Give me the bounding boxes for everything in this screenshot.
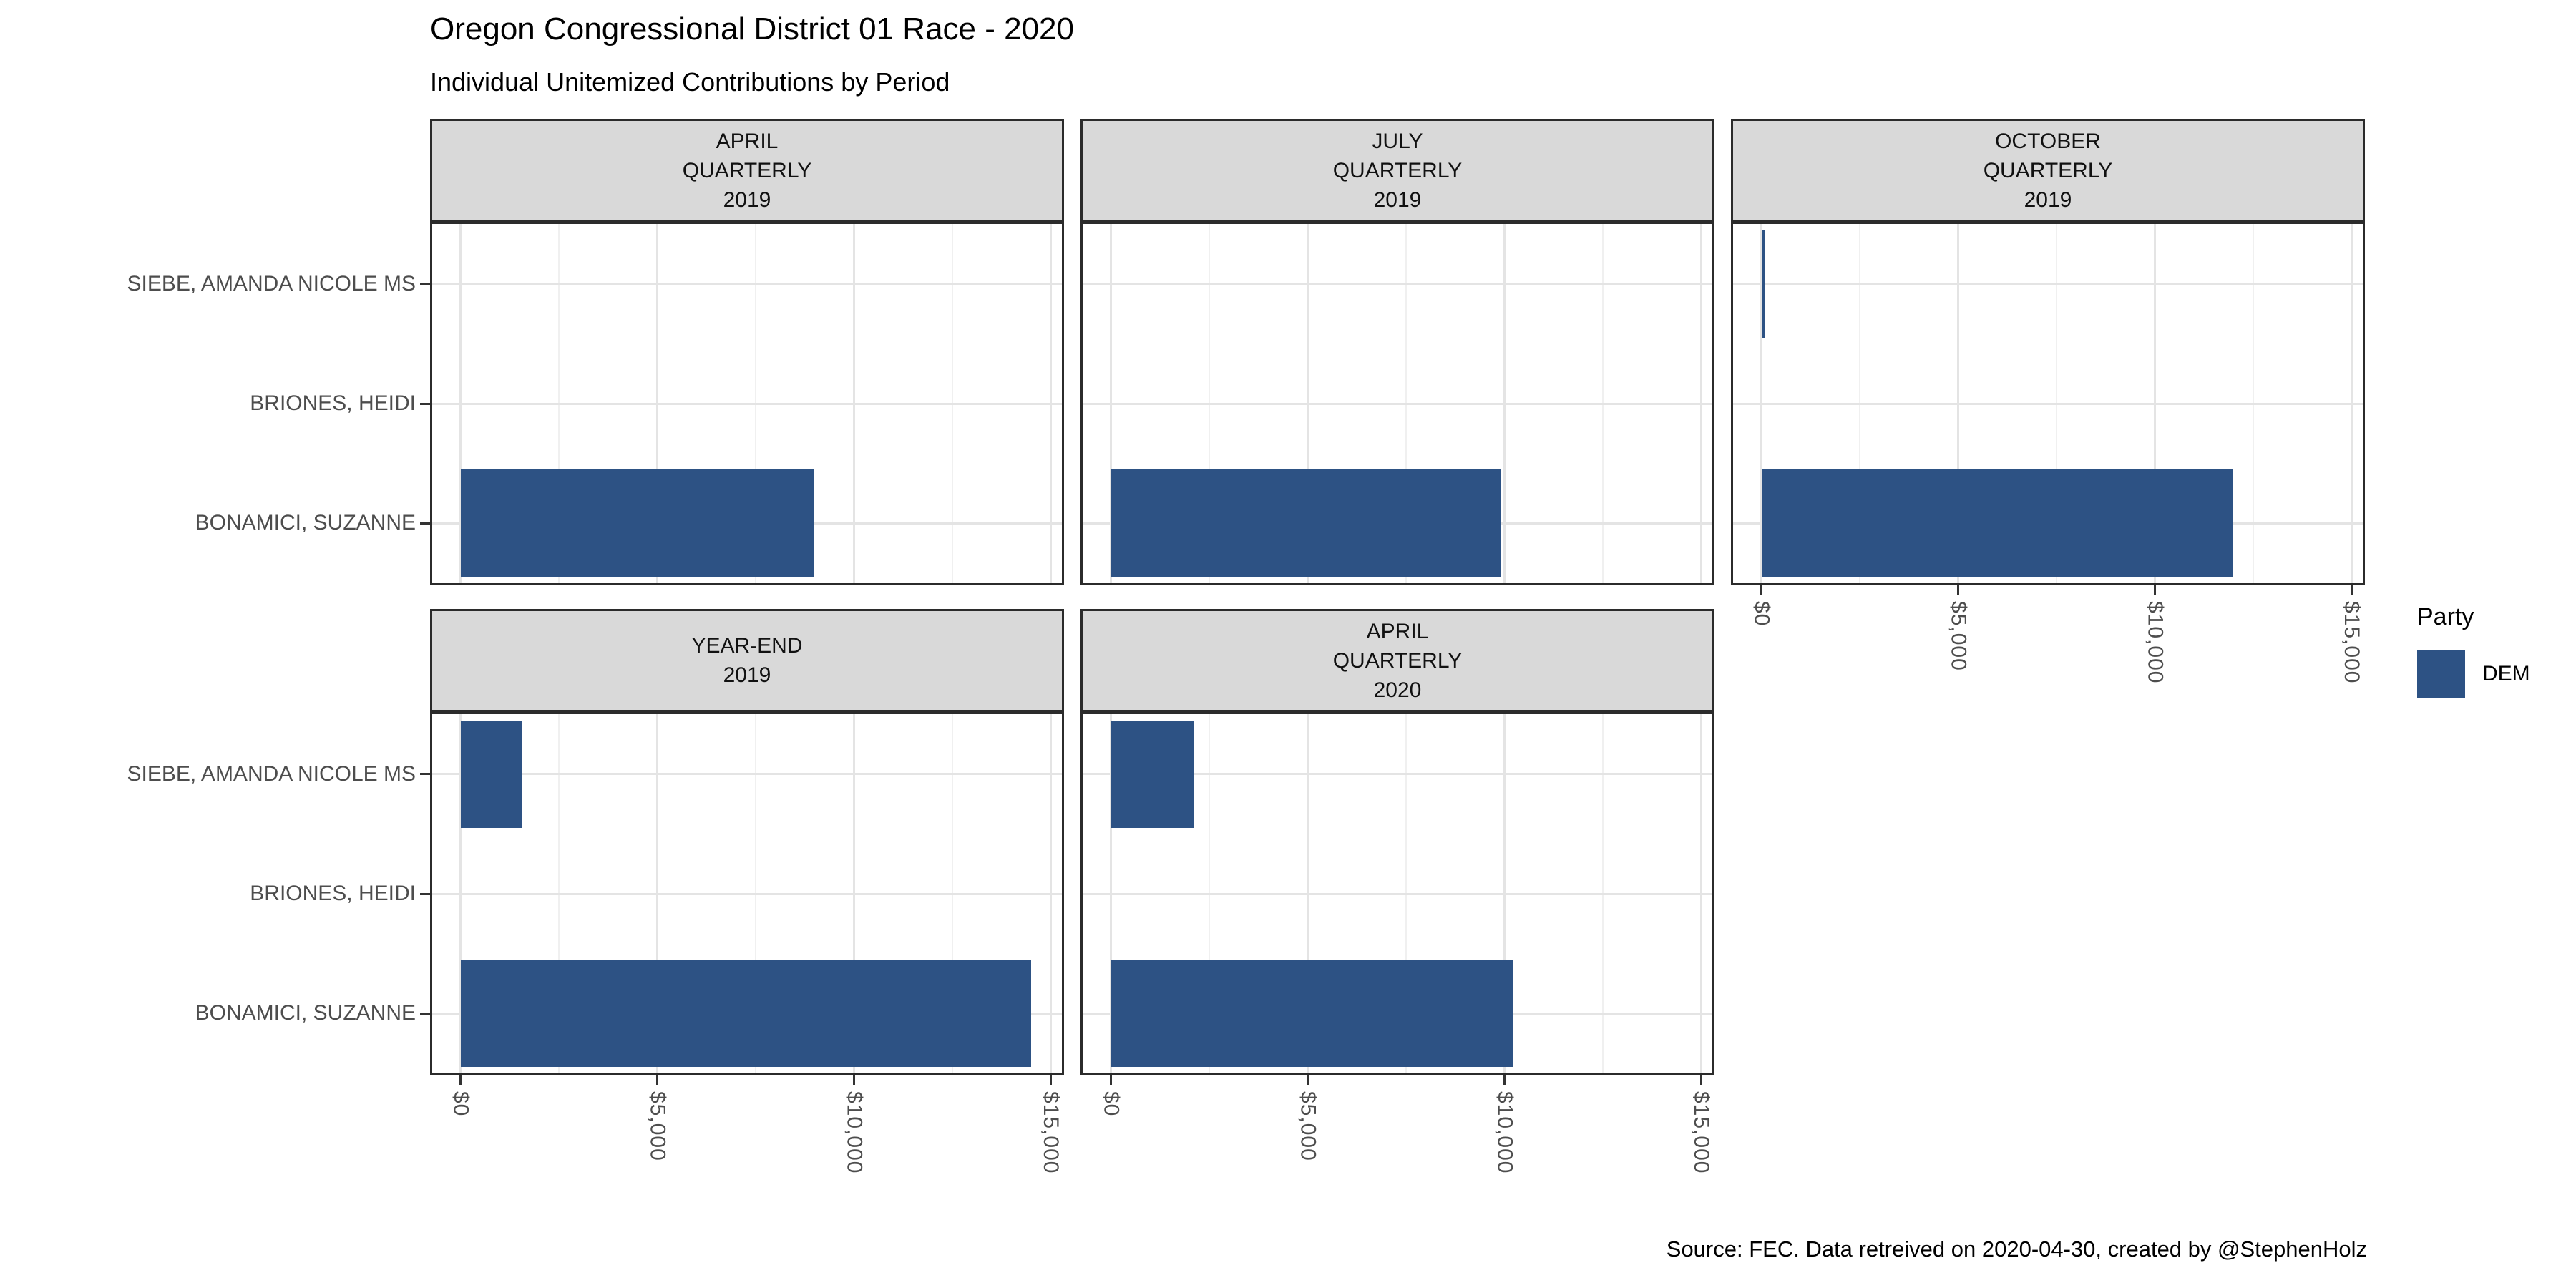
gridline-major — [1083, 773, 1712, 776]
legend-label: DEM — [2482, 661, 2530, 686]
x-axis-tick — [459, 1075, 462, 1085]
x-axis-tick-label: $5,000 — [1946, 601, 1971, 671]
facet-panel — [1080, 712, 1714, 1075]
facet-strip: APRIL QUARTERLY 2020 — [1080, 609, 1714, 712]
bar-siebe — [1111, 720, 1194, 828]
bar-bonamici — [1761, 469, 2234, 577]
bar-bonamici — [1111, 960, 1513, 1068]
bar-siebe — [460, 720, 522, 828]
y-axis-tick — [420, 1012, 430, 1015]
y-axis-tick-label: SIEBE, AMANDA NICOLE MS — [127, 271, 416, 296]
facet-strip-label-line: 2020 — [1373, 678, 1422, 702]
gridline-major — [1733, 283, 2363, 286]
gridline-major — [432, 402, 1062, 405]
facet-strip-label-line: 2019 — [1373, 187, 1422, 212]
y-axis-tick-label: SIEBE, AMANDA NICOLE MS — [127, 761, 416, 786]
legend: Party DEM — [2417, 603, 2530, 698]
x-axis-tick-label: $15,000 — [1689, 1091, 1714, 1174]
x-axis-tick — [1110, 1075, 1113, 1085]
gridline-major — [1083, 283, 1712, 286]
y-axis-tick — [420, 283, 430, 286]
facet-strip-label-line: 2019 — [723, 187, 771, 212]
y-axis-tick-label: BRIONES, HEIDI — [250, 391, 416, 415]
x-axis-tick-label: $0 — [1099, 1091, 1123, 1117]
x-axis-tick — [2350, 585, 2353, 595]
x-axis-tick-label: $0 — [449, 1091, 473, 1117]
y-axis-tick-label: BONAMICI, SUZANNE — [195, 1001, 416, 1025]
facet-strip-label-line: 2019 — [723, 663, 771, 687]
facet-strip-label-line: OCTOBER — [1995, 129, 2101, 153]
chart-title: Oregon Congressional District 01 Race - … — [430, 11, 1075, 47]
chart-subtitle: Individual Unitemized Contributions by P… — [430, 67, 950, 97]
y-axis-tick — [420, 402, 430, 405]
gridline-major — [1083, 402, 1712, 405]
bar-bonamici — [460, 960, 1031, 1068]
legend-entry: DEM — [2417, 650, 2530, 698]
x-axis-tick-label: $15,000 — [1039, 1091, 1063, 1174]
x-axis-tick-label: $15,000 — [2340, 601, 2364, 684]
y-axis-tick — [420, 773, 430, 776]
x-axis-tick — [1699, 1075, 1702, 1085]
facet-strip-label-line: 2019 — [2024, 187, 2072, 212]
x-axis-tick-label: $0 — [1750, 601, 1774, 627]
facet-strip: YEAR-END 2019 — [430, 609, 1064, 712]
x-axis-tick-label: $10,000 — [2143, 601, 2167, 684]
x-axis-tick — [852, 1075, 855, 1085]
facet-strip: JULY QUARTERLY 2019 — [1080, 119, 1714, 222]
y-axis-tick-label: BONAMICI, SUZANNE — [195, 511, 416, 535]
x-axis-tick — [2153, 585, 2156, 595]
legend-title: Party — [2417, 603, 2474, 630]
facet-panel — [430, 712, 1064, 1075]
gridline-major — [1733, 402, 2363, 405]
facet-strip-label-line: QUARTERLY — [1983, 158, 2113, 182]
facet-strip: OCTOBER QUARTERLY 2019 — [1731, 119, 2365, 222]
legend-swatch-dem — [2417, 650, 2465, 698]
x-axis-tick — [1503, 1075, 1506, 1085]
facet-panel — [1731, 222, 2365, 585]
bar-bonamici — [460, 469, 815, 577]
x-axis-tick — [1957, 585, 1959, 595]
x-axis-tick-label: $10,000 — [1493, 1091, 1517, 1174]
gridline-major — [432, 283, 1062, 286]
gridline-major — [432, 892, 1062, 895]
x-axis-tick-label: $5,000 — [1296, 1091, 1320, 1161]
facet-panel — [430, 222, 1064, 585]
y-axis-tick — [420, 892, 430, 895]
x-axis-tick — [1049, 1075, 1052, 1085]
bar-siebe — [1761, 230, 1766, 338]
facet-strip-label-line: QUARTERLY — [1332, 158, 1463, 182]
y-axis-tick-label: BRIONES, HEIDI — [250, 882, 416, 905]
facet-strip-label-line: JULY — [1372, 129, 1423, 153]
x-axis-tick — [1760, 585, 1763, 595]
bar-bonamici — [1111, 469, 1501, 577]
x-axis-tick — [1307, 1075, 1309, 1085]
facet-strip: APRIL QUARTERLY 2019 — [430, 119, 1064, 222]
gridline-major — [1083, 892, 1712, 895]
facet-strip-label-line: QUARTERLY — [1332, 648, 1463, 673]
facet-panel — [1080, 222, 1714, 585]
facet-strip-label-line: APRIL — [716, 129, 779, 153]
facet-strip-label-line: APRIL — [1366, 619, 1429, 643]
facet-strip-label-line: YEAR-END — [691, 634, 803, 658]
x-axis-tick-label: $5,000 — [645, 1091, 670, 1161]
x-axis-tick — [656, 1075, 658, 1085]
y-axis-tick — [420, 522, 430, 525]
x-axis-tick-label: $10,000 — [842, 1091, 867, 1174]
gridline-major — [432, 773, 1062, 776]
facet-strip-label-line: QUARTERLY — [682, 158, 812, 182]
chart-caption: Source: FEC. Data retreived on 2020-04-3… — [1666, 1236, 2367, 1262]
